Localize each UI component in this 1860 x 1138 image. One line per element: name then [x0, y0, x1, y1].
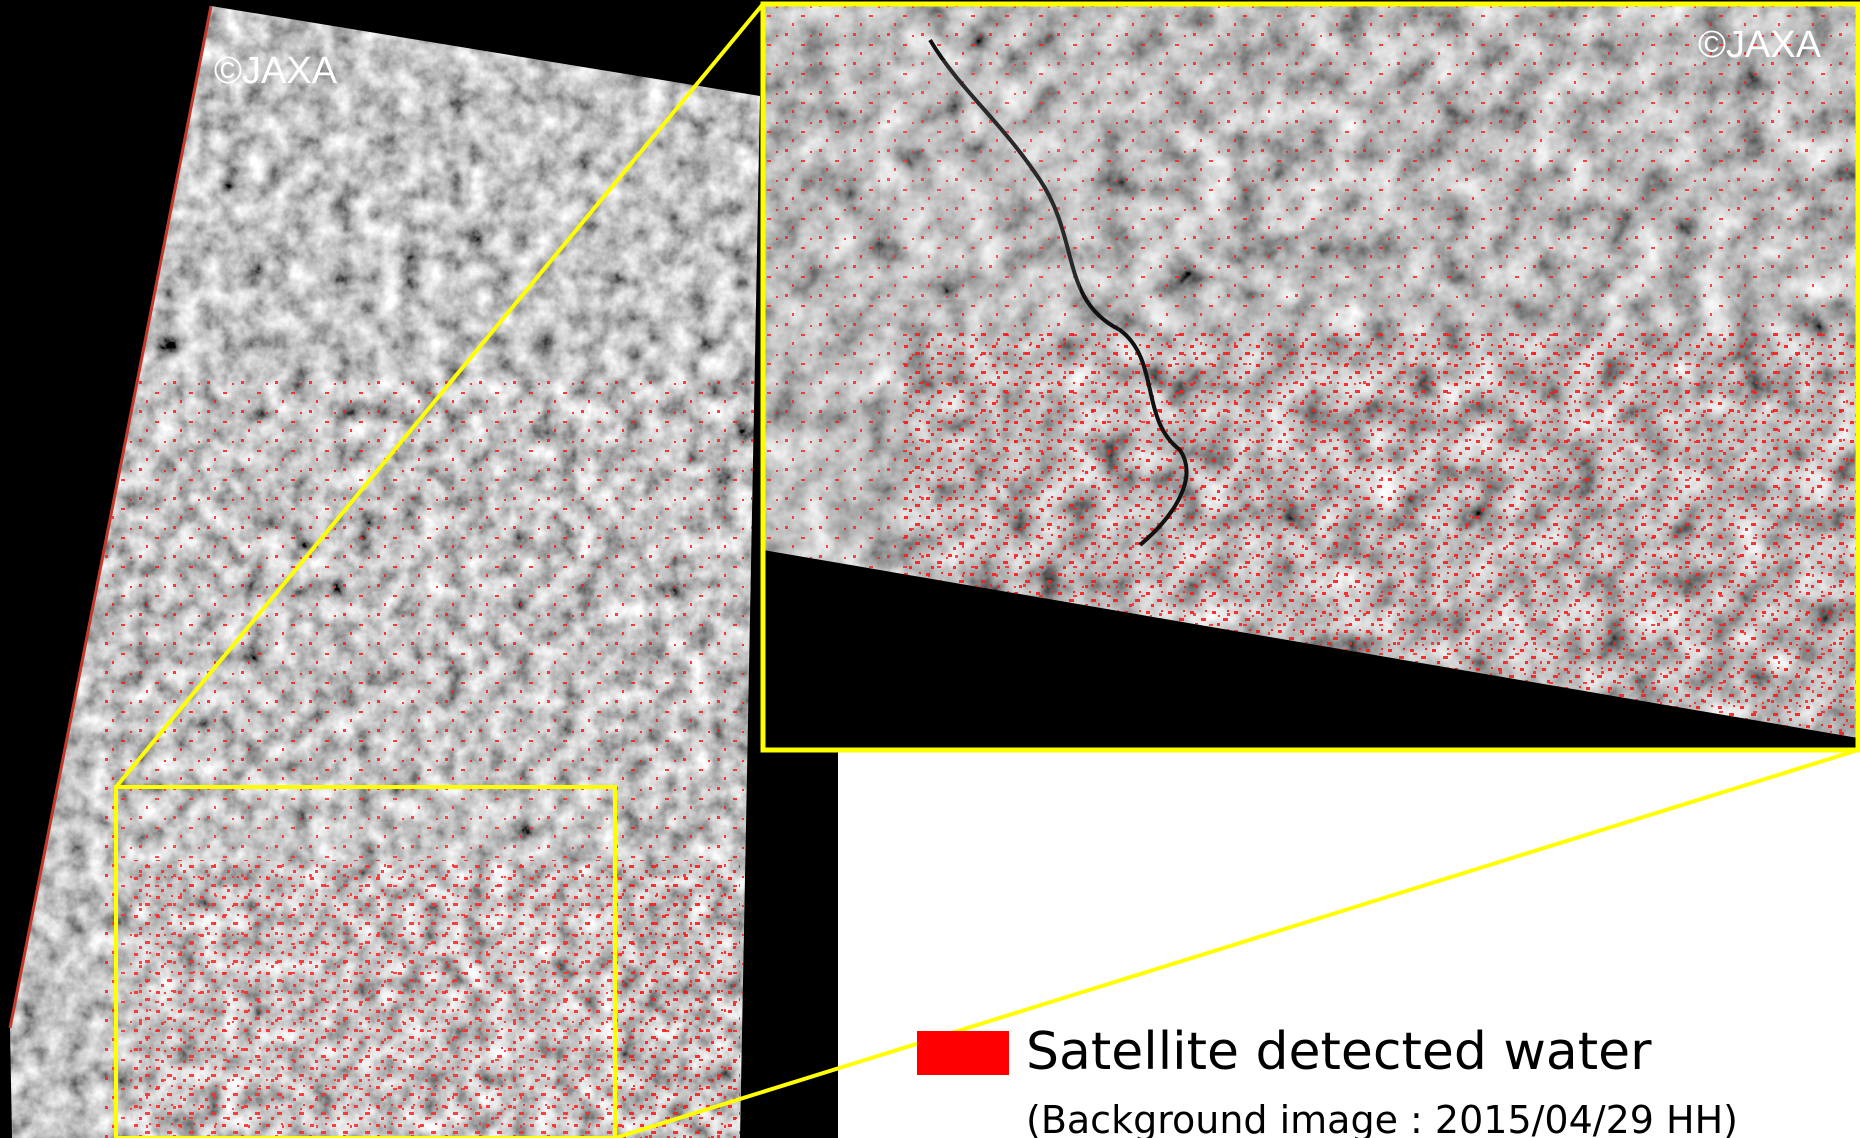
main-image-edge [8, 5, 213, 1029]
inset-copyright-label: ©JAXA [1698, 24, 1822, 66]
legend-water-label: Satellite detected water [1026, 1022, 1652, 1082]
main-sar-image [10, 6, 760, 1138]
connector-line-bottom [614, 748, 1859, 1138]
inset-sar-image [763, 4, 1858, 738]
legend-background-note: (Background image : 2015/04/29 HH) [1026, 1098, 1738, 1138]
main-copyright-label: ©JAXA [214, 50, 338, 92]
connector-line-top [114, 2, 765, 789]
legend-water-swatch [917, 1031, 1009, 1075]
zoom-box [114, 785, 617, 1138]
inset-frame [760, 1, 1860, 753]
